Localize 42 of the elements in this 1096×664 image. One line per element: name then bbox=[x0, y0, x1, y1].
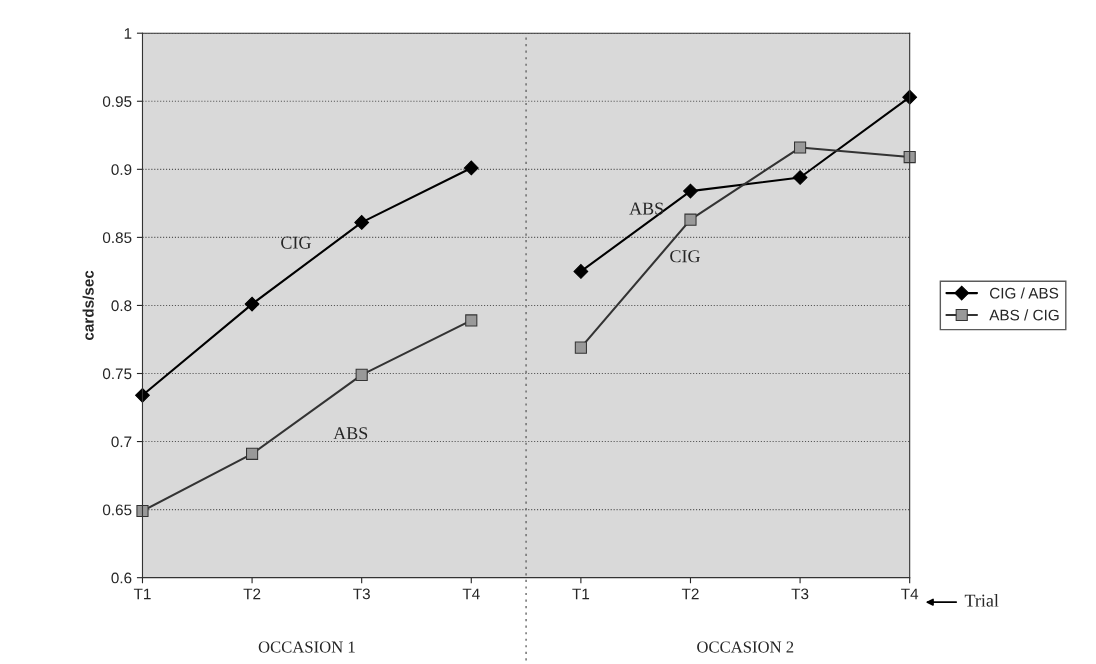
point bbox=[684, 213, 697, 226]
x-tick-label: T4 bbox=[901, 588, 919, 600]
legend-label: ABS / CIG bbox=[989, 309, 1059, 321]
y-tick-label: 0.7 bbox=[111, 436, 132, 448]
annotation: ABS bbox=[333, 427, 368, 440]
point bbox=[573, 264, 589, 279]
point bbox=[355, 368, 368, 381]
y-tick-label: 0.6 bbox=[111, 572, 132, 584]
x-tick-label: T3 bbox=[791, 588, 809, 600]
y-tick-label: 0.65 bbox=[102, 504, 132, 516]
x-tick-label: T1 bbox=[133, 588, 151, 600]
point bbox=[792, 170, 808, 185]
point bbox=[465, 314, 478, 327]
text: Trial bbox=[964, 593, 999, 607]
point bbox=[902, 89, 918, 105]
y-tick-label: 0.85 bbox=[102, 232, 132, 244]
annotation: CIG bbox=[281, 236, 311, 249]
text: OCCASION 2 bbox=[697, 641, 794, 653]
point bbox=[794, 141, 807, 154]
point bbox=[136, 504, 149, 518]
x-tick-label: T1 bbox=[572, 588, 590, 600]
x-tick-label: T3 bbox=[353, 588, 370, 600]
point bbox=[244, 296, 260, 312]
y-tick-label: 0.8 bbox=[111, 300, 132, 312]
point bbox=[354, 215, 370, 230]
y-tick-label: 0.75 bbox=[102, 368, 132, 380]
point bbox=[683, 183, 698, 199]
y-tick-label: 0.9 bbox=[111, 164, 132, 176]
point bbox=[903, 150, 916, 164]
point bbox=[463, 160, 479, 176]
text: OCCASION 1 bbox=[258, 641, 355, 653]
y-axis-title: cards/sec bbox=[82, 270, 94, 341]
annotation: ABS bbox=[629, 202, 664, 215]
y-tick-label: 1 bbox=[124, 28, 132, 39]
x-tick-label: T4 bbox=[462, 588, 480, 600]
x-tick-label: T2 bbox=[681, 588, 699, 600]
y-tick-label: 0.95 bbox=[102, 96, 132, 107]
x-tick-label: T2 bbox=[243, 588, 261, 600]
annotation: CIG bbox=[670, 250, 700, 263]
point bbox=[246, 447, 259, 460]
legend-label: CIG / ABS bbox=[990, 287, 1059, 299]
point bbox=[574, 341, 587, 354]
